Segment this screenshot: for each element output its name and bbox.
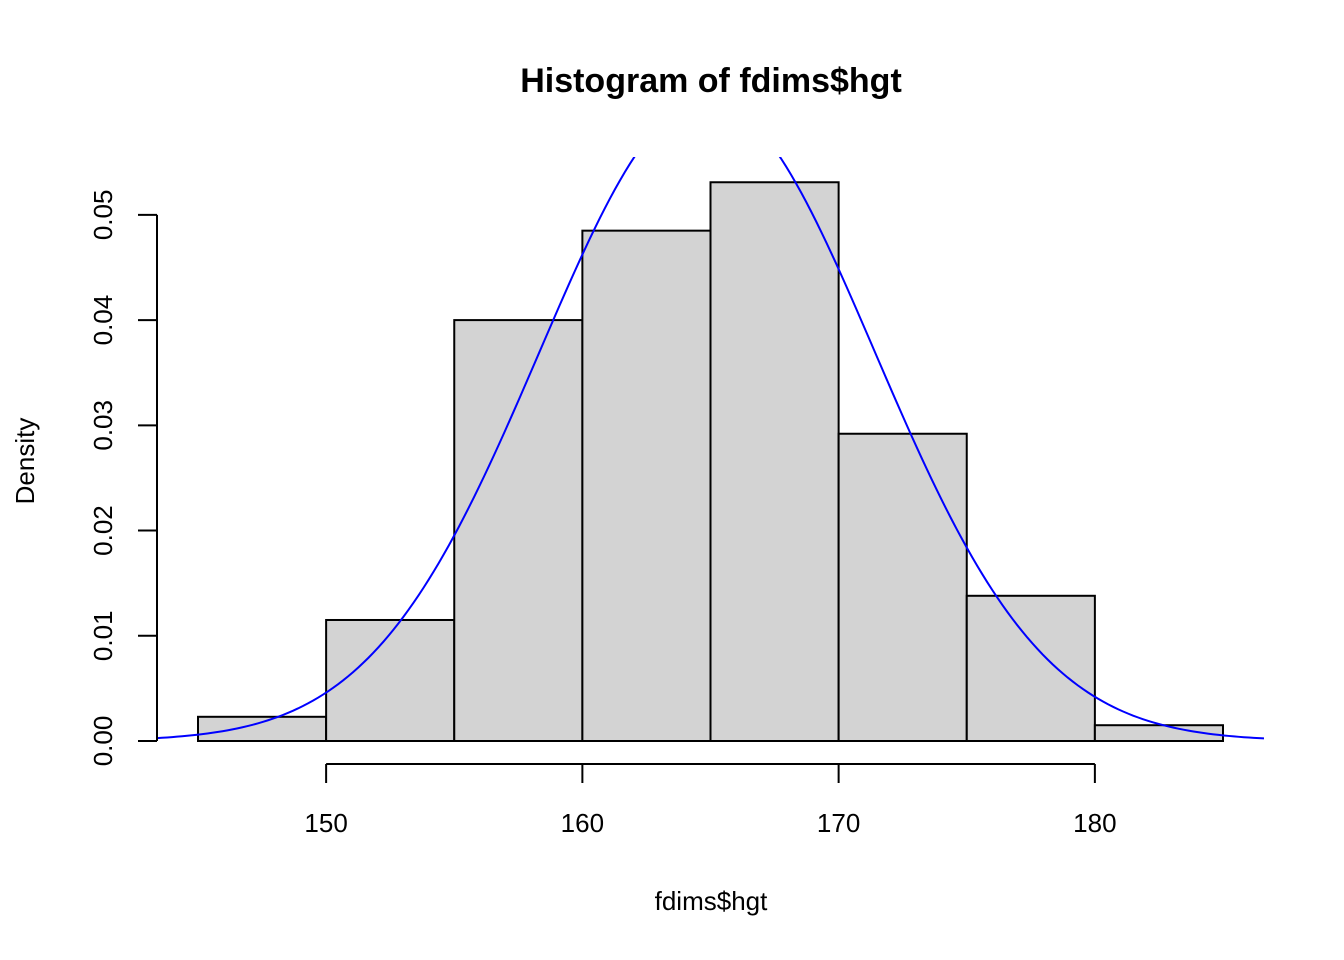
x-tick-label-0: 150: [304, 808, 347, 838]
normal-density-curve: [157, 157, 1264, 740]
histogram-bar-2: [453, 319, 584, 742]
chart-title: Histogram of fdims$hgt: [520, 62, 902, 100]
density-curve-group: [157, 157, 1264, 740]
y-axis: 0.00 0.01 0.02 0.03 0.04 0.05: [88, 190, 158, 767]
y-tick-label-1: 0.01: [88, 610, 118, 661]
x-tick-label-2: 170: [817, 808, 860, 838]
y-tick-label-2: 0.02: [88, 505, 118, 556]
y-tick-label-3: 0.03: [88, 400, 118, 451]
x-tick-label-3: 180: [1073, 808, 1116, 838]
y-axis-label: Density: [10, 418, 40, 505]
y-tick-label-4: 0.04: [88, 295, 118, 346]
histogram-bar-6: [965, 594, 1096, 742]
histogram-bar-4: [709, 181, 840, 743]
histogram-bar-3: [581, 229, 712, 742]
histogram-bar-0: [197, 715, 328, 743]
bars-group: [197, 181, 1224, 743]
histogram-bar-5: [837, 432, 968, 742]
x-tick-label-1: 160: [561, 808, 604, 838]
histogram-bar-7: [1093, 724, 1224, 742]
y-tick-label-0: 0.00: [88, 716, 118, 767]
x-axis-label: fdims$hgt: [655, 886, 768, 916]
y-tick-label-5: 0.05: [88, 190, 118, 241]
histogram-bar-1: [325, 618, 456, 742]
x-axis: 150 160 170 180: [304, 763, 1117, 838]
